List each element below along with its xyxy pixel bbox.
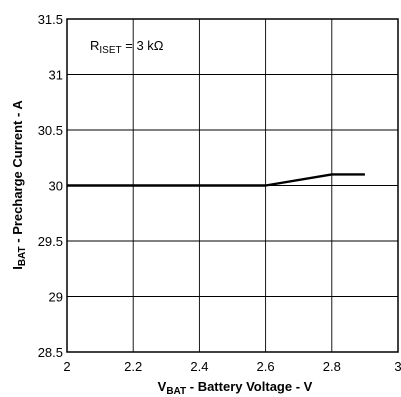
annotation-rest: = 3 kΩ [122,38,164,53]
y-tick-label: 30.5 [38,123,63,138]
y-tick-labels: 28.5 29 29.5 30 30.5 31 31.5 [38,12,63,360]
y-axis-title-main: I [10,266,25,270]
annotation-label: RISET = 3 kΩ [90,38,164,56]
x-tick-label: 3 [394,359,401,374]
y-axis-title: IBAT - Precharge Current - A [10,100,28,270]
x-axis-title-main: V [158,379,167,394]
annotation-main: R [90,38,99,53]
y-tick-label: 29.5 [38,234,63,249]
y-tick-label: 31.5 [38,12,63,27]
y-axis-title-sub: BAT [17,246,28,266]
y-tick-label: 28.5 [38,345,63,360]
x-tick-label: 2.2 [124,359,142,374]
y-axis-title-rest: - Precharge Current - A [10,100,25,247]
x-tick-label: 2.6 [257,359,275,374]
x-tick-label: 2 [63,359,70,374]
series-line [67,173,365,187]
x-axis-title-sub: BAT [166,386,186,397]
x-axis-title: VBAT - Battery Voltage - V [158,379,313,397]
x-tick-label: 2.4 [190,359,208,374]
annotation-sub: ISET [99,45,121,56]
x-axis-title-rest: - Battery Voltage - V [186,379,313,394]
y-tick-label: 29 [49,290,63,305]
x-tick-label: 2.8 [323,359,341,374]
y-tick-label: 31 [49,68,63,83]
y-tick-label: 30 [49,179,63,194]
x-tick-labels: 2 2.2 2.4 2.6 2.8 3 [63,359,401,374]
